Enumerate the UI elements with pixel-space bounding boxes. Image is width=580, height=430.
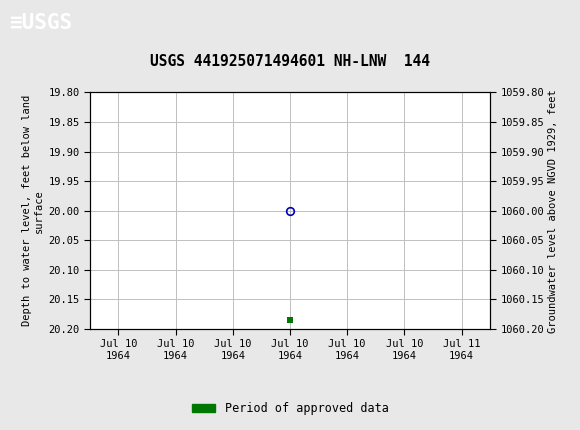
Y-axis label: Depth to water level, feet below land
surface: Depth to water level, feet below land su… (23, 95, 44, 326)
Legend: Period of approved data: Period of approved data (187, 397, 393, 420)
Y-axis label: Groundwater level above NGVD 1929, feet: Groundwater level above NGVD 1929, feet (549, 89, 559, 332)
Text: ≡USGS: ≡USGS (9, 13, 72, 34)
Text: USGS 441925071494601 NH-LNW  144: USGS 441925071494601 NH-LNW 144 (150, 54, 430, 69)
